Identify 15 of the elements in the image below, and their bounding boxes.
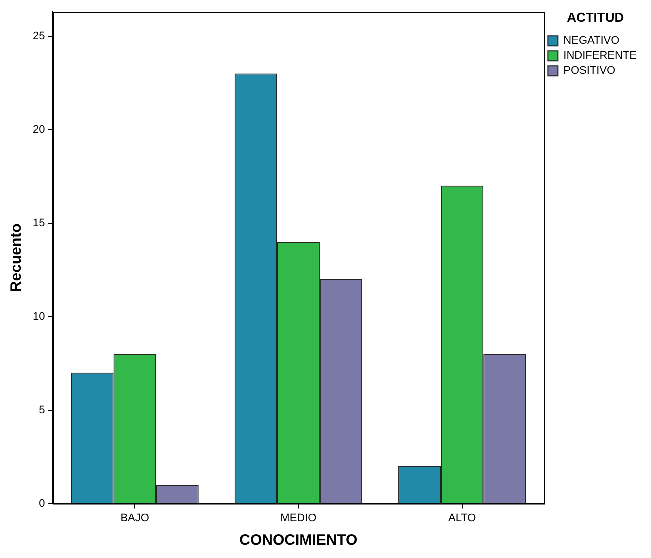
y-tick-label: 0 — [39, 498, 46, 510]
x-tick-label: MEDIO — [280, 512, 318, 524]
y-tick-label: 20 — [32, 124, 46, 136]
legend-title: ACTITUD — [567, 10, 624, 26]
y-axis-title: Recuento — [8, 224, 26, 292]
x-tick-label: BAJO — [120, 512, 150, 524]
y-tick-label: 10 — [32, 310, 46, 323]
y-tick-label: 5 — [39, 404, 46, 416]
y-tick-label: 15 — [32, 217, 46, 230]
x-axis-title: CONOCIMIENTO — [240, 532, 358, 550]
legend-label: POSITIVO — [564, 65, 616, 78]
legend-label: NEGATIVO — [564, 35, 620, 48]
x-tick-label: ALTO — [448, 512, 477, 524]
legend-label: INDIFERENTE — [564, 50, 638, 62]
y-tick-label: 25 — [32, 30, 46, 42]
